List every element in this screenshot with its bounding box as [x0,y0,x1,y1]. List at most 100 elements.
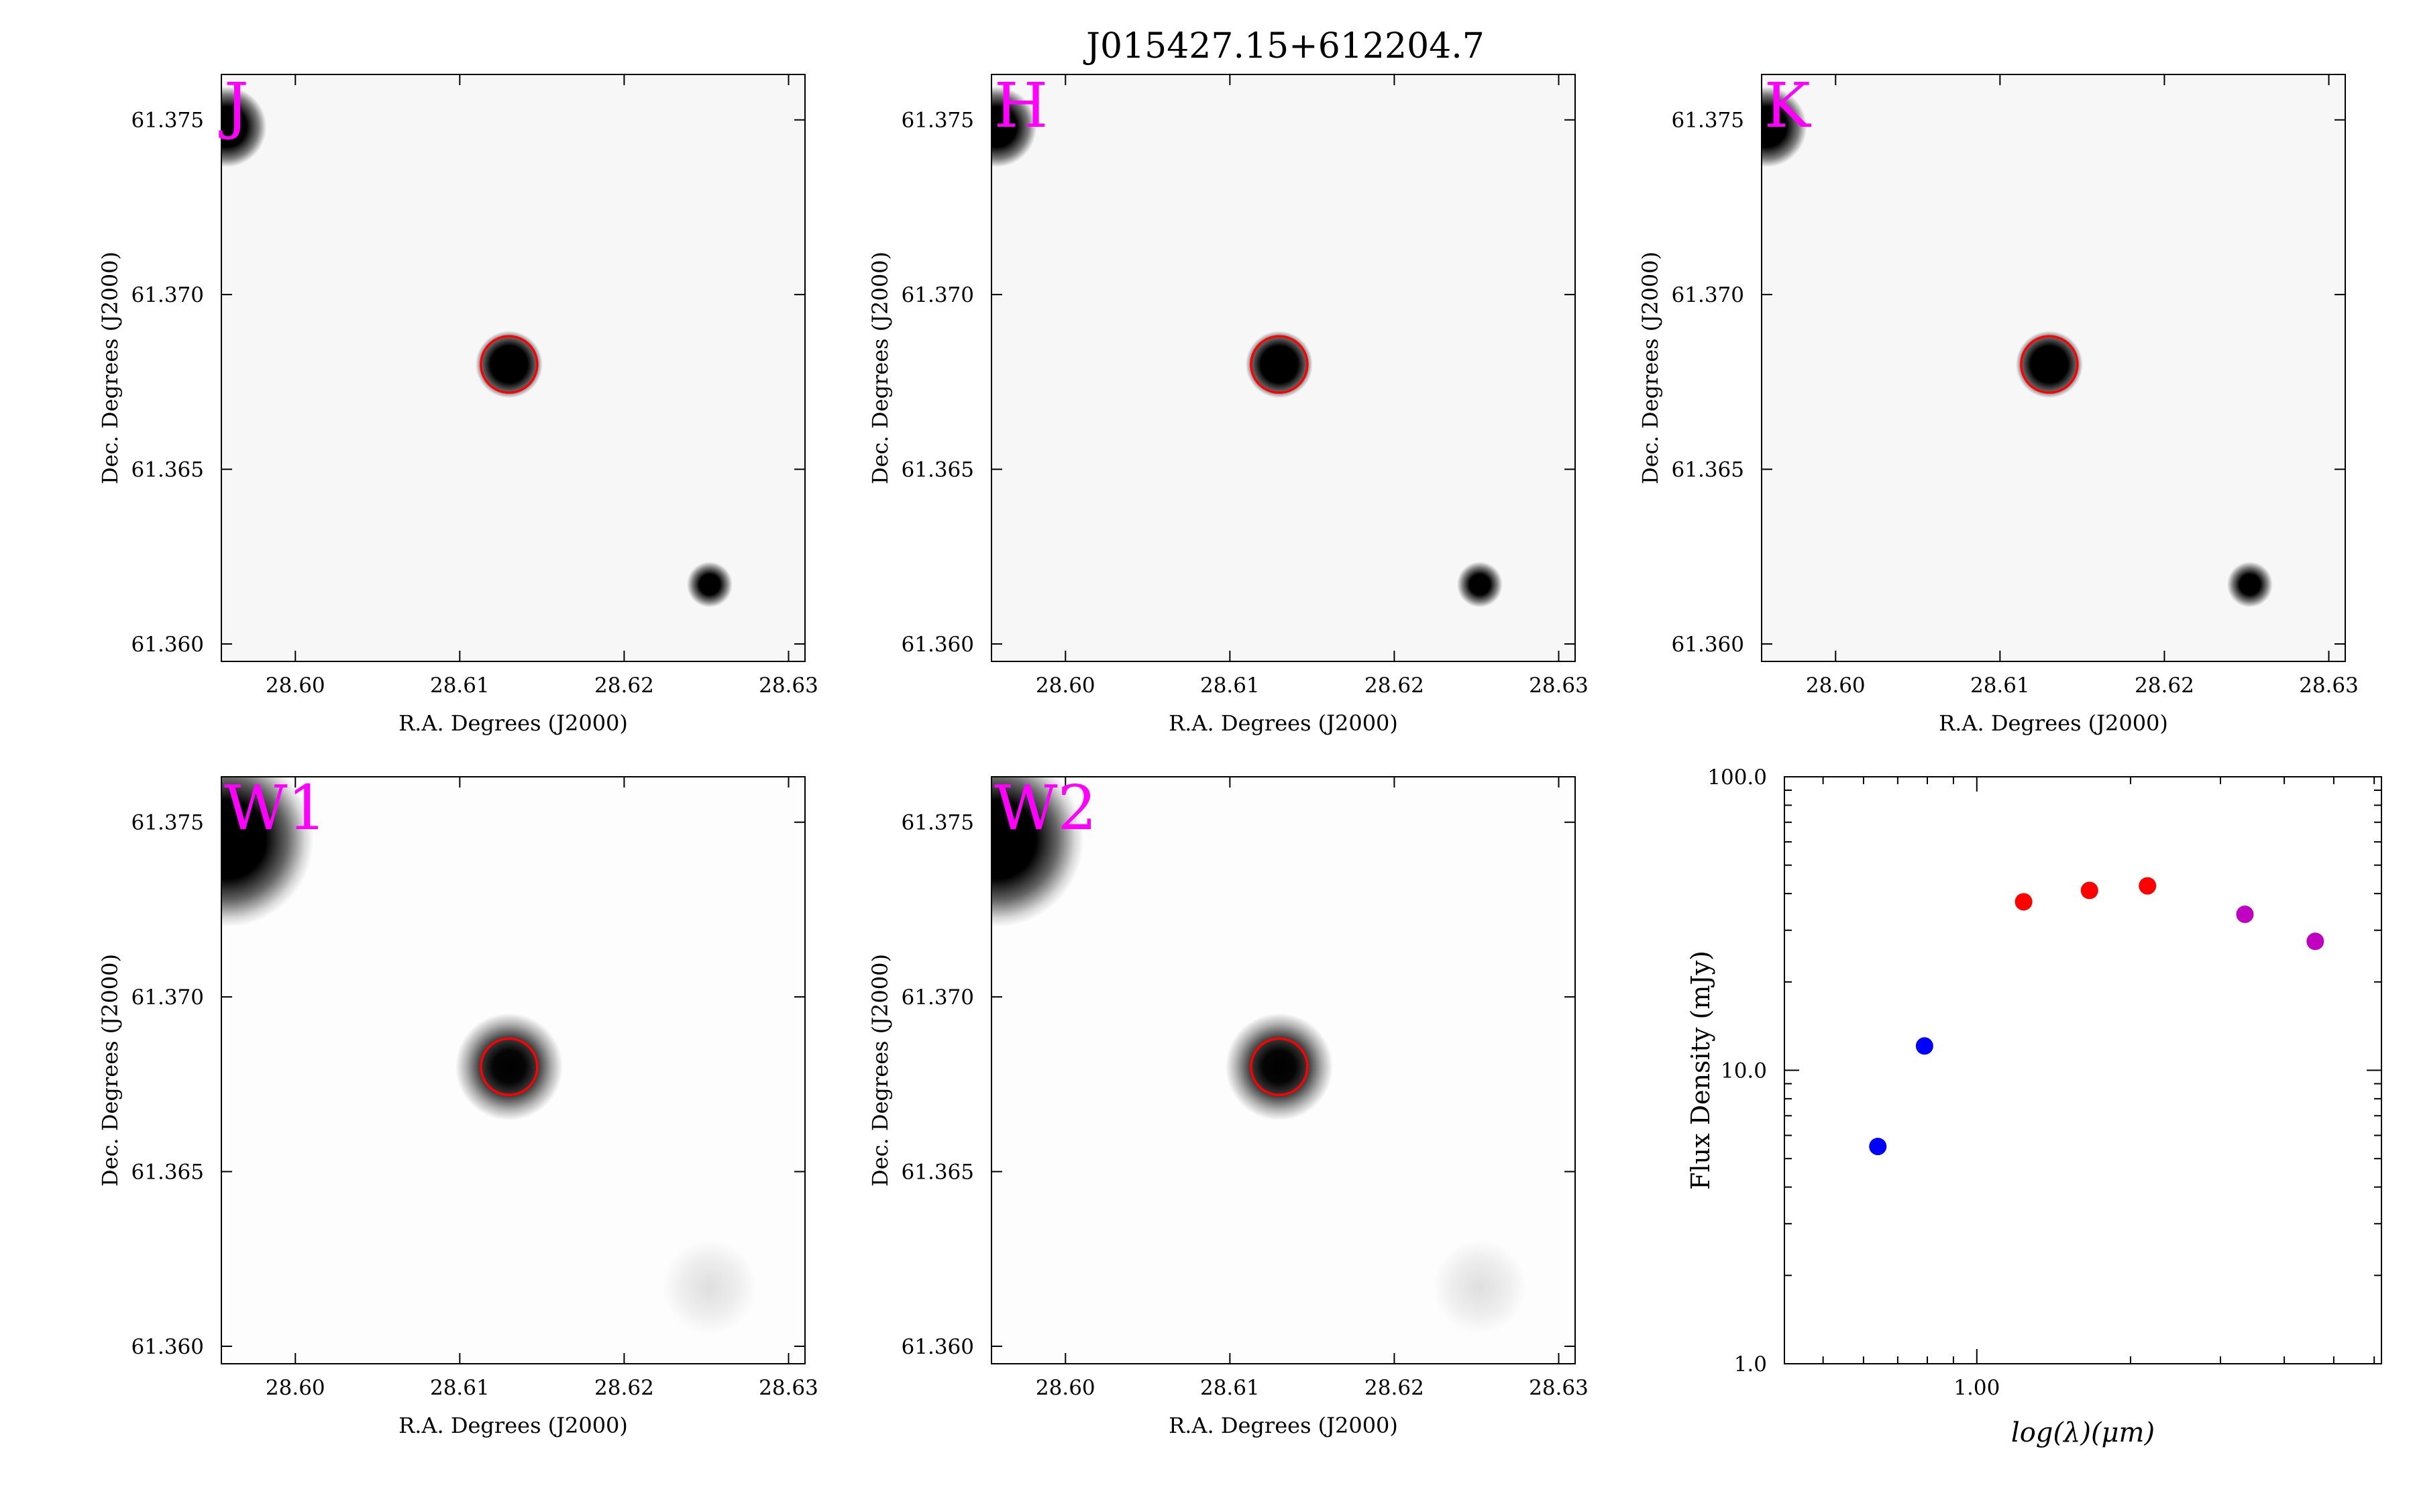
x-tick-label: 28.60 [266,1376,325,1400]
y-axis-label: Dec. Degrees (J2000) [1638,252,1663,484]
y-tick-label: 61.375 [902,811,974,835]
x-tick-label: 28.61 [1200,673,1260,698]
sed-point [2015,893,2033,911]
sed-point [1869,1138,1887,1156]
x-tick-label: 28.63 [1529,1376,1589,1400]
sed-y-tick-label: 100.0 [1707,765,1767,790]
y-tick-label: 61.370 [131,985,204,1010]
x-axis-label: R.A. Degrees (J2000) [1169,710,1398,736]
x-tick-label: 28.62 [1364,673,1424,698]
x-tick-label: 28.61 [1970,673,2030,698]
aperture-circle [2020,335,2079,394]
small-source [2226,561,2273,608]
aperture-circle [1250,335,1309,394]
x-tick-label: 28.60 [1036,1376,1095,1400]
x-tick-label: 28.62 [594,1376,654,1400]
image-content [1762,87,2273,608]
panel-frame [1761,74,2346,662]
sed-x-axis-label: log(λ)(μm) [2011,1417,2155,1448]
y-tick-label: 61.375 [902,109,974,133]
x-tick-label: 28.61 [430,673,490,698]
x-tick-label: 28.61 [430,1376,490,1400]
y-tick-label: 61.365 [131,1160,204,1185]
image-content [991,777,1527,1334]
faint-source [662,1240,757,1334]
y-axis-label: Dec. Degrees (J2000) [867,252,893,484]
image-content [221,777,757,1334]
sed-x-tick-label: 1.00 [1953,1376,2000,1400]
y-tick-label: 61.365 [902,1160,974,1185]
band-label: W1 [224,772,327,844]
target-source [455,1013,563,1121]
x-axis-label: R.A. Degrees (J2000) [1939,710,2168,736]
panel-frame [991,74,1576,662]
y-tick-label: 61.365 [902,458,974,482]
y-tick-label: 61.360 [131,1335,204,1359]
y-axis-label: Dec. Degrees (J2000) [97,954,123,1187]
x-axis-label: R.A. Degrees (J2000) [1169,1413,1398,1438]
y-tick-label: 61.370 [902,283,974,307]
y-tick-label: 61.375 [131,811,204,835]
x-tick-label: 28.63 [759,1376,818,1400]
y-tick-label: 61.370 [902,985,974,1010]
y-tick-label: 61.375 [1672,109,1744,133]
sed-point [2236,905,2254,923]
y-tick-label: 61.360 [1672,633,1744,657]
corner-source [991,87,1037,168]
x-tick-label: 28.60 [266,673,325,698]
x-tick-label: 28.60 [1806,673,1866,698]
corner-source [1762,87,1807,168]
y-tick-label: 61.370 [131,283,204,307]
x-tick-label: 28.63 [2299,673,2359,698]
sed-y-tick-label: 1.0 [1734,1352,1767,1376]
x-axis-label: R.A. Degrees (J2000) [398,1413,628,1438]
image-content [221,87,733,608]
image-panel-j: 28.60 28.61 28.62 28.63 61.375 61.370 61.365 61… [97,70,818,736]
x-tick-label: 28.62 [1364,1376,1424,1400]
band-label: W2 [994,772,1097,844]
panel-frame [221,74,806,662]
image-panel-h: 28.60 28.61 28.62 28.63 61.375 61.370 61.365 61… [867,70,1589,736]
image-panel-k: 28.60 28.61 28.62 28.63 61.375 61.370 61.365 61… [1638,70,2359,736]
aperture-circle [480,1037,539,1097]
x-tick-label: 28.63 [1529,673,1589,698]
x-tick-label: 28.61 [1200,1376,1260,1400]
corner-source [221,777,314,927]
sed-chart: 1.0 10.0 100.0 1.00 log(λ)(μm) Flux Density (… [1686,765,2382,1448]
image-panel-w2: 28.60 28.61 28.62 28.63 61.375 61.370 61.365 61… [867,772,1589,1438]
x-tick-label: 28.63 [759,673,818,698]
y-tick-label: 61.365 [131,458,204,482]
band-label: K [1764,70,1812,142]
target-source [1245,331,1313,398]
y-tick-label: 61.360 [902,1335,974,1359]
sed-point [2306,932,2324,951]
target-source [1225,1013,1333,1121]
faint-source [1432,1240,1527,1334]
image-panel-w1: 28.60 28.61 28.62 28.63 61.375 61.370 61.365 61… [97,772,818,1438]
y-tick-label: 61.375 [131,109,204,133]
corner-source [221,87,267,168]
band-label: J [219,70,249,142]
x-tick-label: 28.60 [1036,673,1095,698]
image-content [991,87,1503,608]
y-tick-label: 61.360 [902,633,974,657]
x-tick-label: 28.62 [2135,673,2194,698]
panel-frame [991,776,1576,1364]
small-source [686,561,733,608]
aperture-circle [480,335,539,394]
sed-point [2080,881,2098,900]
sed-point [1915,1037,1933,1055]
sed-y-tick-label: 10.0 [1721,1059,1767,1083]
sed-point [2139,877,2157,895]
small-source [1456,561,1503,608]
sed-y-axis-label: Flux Density (mJy) [1686,951,1715,1190]
figure-title: J015427.15+612204.7 [1083,26,1485,66]
x-tick-label: 28.62 [594,673,654,698]
panel-frame [221,776,806,1364]
target-source [475,331,543,398]
sed-frame [1784,776,2382,1364]
y-tick-label: 61.365 [1672,458,1744,482]
aperture-circle [1250,1037,1309,1097]
